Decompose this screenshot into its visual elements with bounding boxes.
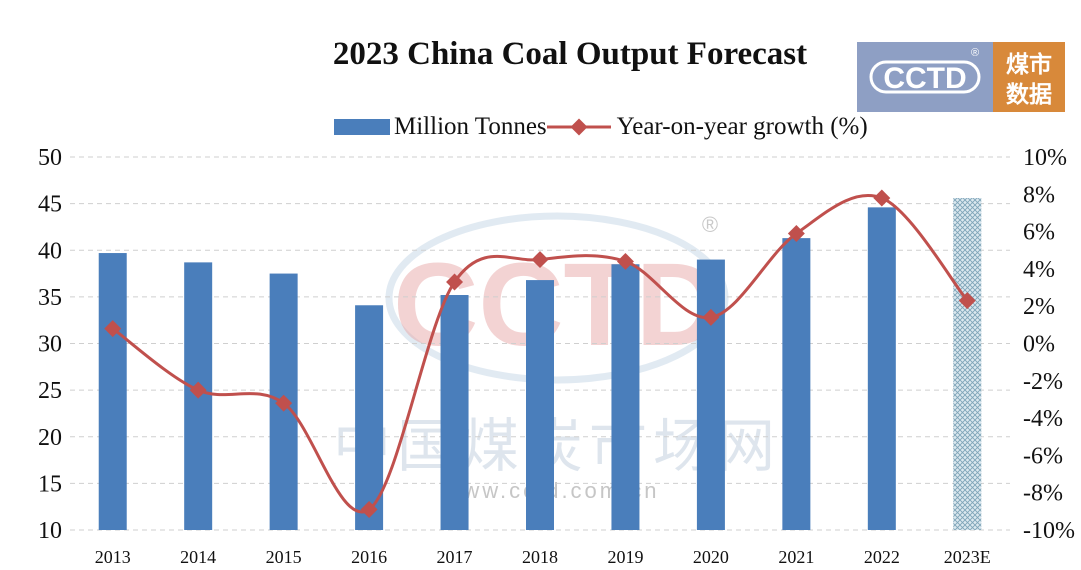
- bar: [696, 259, 725, 530]
- chart-title: 2023 China Coal Output Forecast: [332, 36, 808, 72]
- left-axis-tick-label: 40: [38, 238, 62, 264]
- right-axis-tick-label: -10%: [1023, 518, 1075, 544]
- x-axis-tick-label: 2017: [437, 547, 473, 567]
- growth-marker: [446, 273, 464, 291]
- x-axis-tick-label: 2016: [351, 547, 387, 567]
- x-axis-tick-label: 2018: [522, 547, 558, 567]
- legend-label-bars: Million Tonnes: [394, 113, 547, 140]
- legend-bar-swatch: [334, 119, 390, 135]
- left-axis-tick-label: 10: [38, 518, 62, 544]
- left-axis-tick-label: 35: [38, 285, 62, 311]
- x-axis: 2013 2014 2015 2016 2017 2018 2019 2020 2021 2022…: [95, 547, 991, 567]
- growth-marker: [616, 252, 634, 270]
- right-axis-tick-label: -4%: [1023, 406, 1063, 432]
- bar: [782, 238, 811, 530]
- logo-cctd-text: CCTD: [883, 62, 966, 95]
- growth-marker: [360, 500, 378, 518]
- x-axis-tick-label: 2015: [266, 547, 302, 567]
- x-axis-tick-label: 2023E: [944, 547, 991, 567]
- growth-marker: [958, 292, 976, 310]
- legend-item-bars: Million Tonnes: [334, 113, 547, 141]
- bar: [98, 253, 127, 531]
- bar: [867, 207, 896, 531]
- x-axis-tick-label: 2021: [778, 547, 814, 567]
- right-axis-tick-label: -2%: [1023, 369, 1063, 395]
- bar-series: [98, 198, 982, 531]
- left-axis-tick-label: 25: [38, 378, 62, 404]
- watermark-arc: [385, 212, 729, 384]
- right-axis-tick-label: 6%: [1023, 220, 1055, 246]
- legend-item-line: Year-on-year growth (%): [546, 113, 868, 141]
- logo-registered-mark: ®: [971, 47, 979, 59]
- logo-chinese-line2: 数据: [1006, 82, 1052, 108]
- line-series: [104, 189, 976, 518]
- bar: [611, 264, 640, 530]
- left-axis-tick-label: 20: [38, 425, 62, 451]
- left-axis-tick-label: 45: [38, 192, 62, 218]
- right-axis: -10% -8% -6% -4% -2% 0% 2% 4% 6% 8% 10%: [1023, 145, 1075, 544]
- right-axis-tick-label: -6%: [1023, 443, 1063, 469]
- left-axis-tick-label: 30: [38, 332, 62, 358]
- cctd-logo: CCTD ® 煤市 数据: [857, 42, 1065, 112]
- x-axis-tick-label: 2013: [95, 547, 131, 567]
- bar: [526, 280, 554, 530]
- right-axis-tick-label: -8%: [1023, 481, 1063, 507]
- legend: Million Tonnes Year-on-year growth (%): [334, 112, 868, 142]
- growth-marker: [702, 308, 720, 326]
- right-axis-tick-label: 2%: [1023, 294, 1055, 320]
- growth-marker: [873, 189, 891, 207]
- x-axis-tick-label: 2022: [864, 547, 900, 567]
- watermark-registered-mark: ®: [702, 212, 718, 237]
- legend-line-swatch: [546, 118, 611, 136]
- growth-line: [111, 193, 969, 514]
- right-axis-tick-label: 8%: [1023, 182, 1055, 208]
- bar: [355, 305, 384, 530]
- bar: [440, 295, 469, 530]
- left-axis: 10 15 20 25 30 35 40 45 50: [38, 145, 62, 544]
- growth-marker: [787, 224, 805, 242]
- x-axis-tick-label: 2014: [180, 547, 216, 567]
- x-axis-tick-label: 2019: [607, 547, 643, 567]
- bar-forecast: [953, 198, 982, 530]
- legend-label-line: Year-on-year growth (%): [616, 113, 868, 140]
- growth-marker: [189, 381, 207, 399]
- logo-chinese-line1: 煤市: [1006, 51, 1052, 78]
- growth-marker: [275, 394, 293, 412]
- x-axis-tick-label: 2020: [693, 547, 729, 567]
- left-axis-tick-label: 50: [38, 145, 62, 171]
- left-axis-tick-label: 15: [38, 471, 62, 497]
- right-axis-tick-label: 10%: [1023, 145, 1067, 171]
- right-axis-tick-label: 4%: [1023, 257, 1055, 283]
- growth-marker: [104, 320, 122, 338]
- right-axis-tick-label: 0%: [1023, 332, 1055, 358]
